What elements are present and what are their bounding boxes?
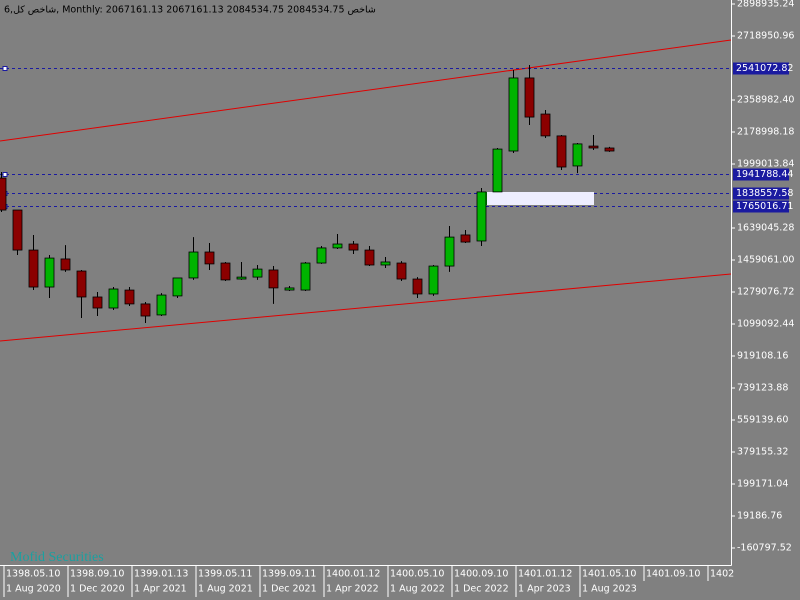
level-label: 1765016.71	[736, 201, 793, 212]
candle-body	[172, 277, 183, 297]
candle-body	[412, 278, 423, 295]
x-tick-label: 1 Apr 2021	[134, 584, 187, 595]
y-tick-label: 2898935.24	[737, 0, 794, 9]
y-tick-label: 1279076.72	[737, 286, 794, 297]
level-label-box	[733, 187, 789, 200]
y-tick-label: 1999013.84	[737, 158, 794, 169]
candle-body	[236, 276, 247, 280]
level-handle	[2, 66, 8, 71]
candle-body	[12, 209, 23, 251]
candle-body	[556, 135, 567, 168]
x-tick-label-secondary: 1398.05.10	[6, 569, 60, 580]
selection-box	[483, 192, 594, 205]
x-tick-label-secondary: 1401.01.12	[518, 569, 572, 580]
x-tick-label: 1 Dec 2020	[70, 584, 125, 595]
x-tick-label: 1 Apr 2023	[518, 584, 571, 595]
x-tick-label-secondary: 1401.05.10	[582, 569, 636, 580]
y-tick-label: 2358982.40	[737, 94, 794, 105]
x-tick-label-secondary: 1401.09.10	[646, 569, 700, 580]
candle-body	[524, 77, 535, 118]
candle-body	[540, 113, 551, 137]
candle-body	[252, 268, 263, 278]
candle-body	[156, 294, 167, 316]
candle-body	[316, 247, 327, 264]
x-tick-label-secondary: 1399.09.11	[262, 569, 316, 580]
level-label: 2541072.82	[736, 63, 793, 74]
x-tick-label: 1 Dec 2021	[262, 584, 317, 595]
x-tick-label-secondary: 1398.09.10	[70, 569, 124, 580]
candle-body	[60, 258, 71, 271]
y-tick-label: 559139.60	[737, 415, 788, 426]
y-tick-label: 2718950.96	[737, 30, 794, 41]
candle-body	[284, 287, 295, 291]
x-tick-label: 1 Apr 2022	[326, 584, 379, 595]
x-tick-label: 1 Aug 2022	[390, 584, 445, 595]
candle-body	[380, 261, 391, 266]
x-tick-label: 1 Aug 2020	[6, 584, 61, 595]
candle-body	[204, 251, 215, 265]
x-tick-label-secondary: 1400.09.10	[454, 569, 508, 580]
candle-body	[140, 303, 151, 317]
candle-body	[428, 265, 439, 295]
candle-body	[348, 243, 359, 251]
y-tick-label: 199171.04	[737, 479, 788, 490]
candle-body	[300, 262, 311, 291]
candle-body	[444, 236, 455, 267]
level-label: 1941788.44	[736, 169, 793, 180]
candle-body	[0, 177, 7, 211]
level-label: 1838557.58	[736, 188, 793, 199]
y-tick-label: 1099092.44	[737, 318, 794, 329]
trend-line-upper	[0, 39, 732, 142]
x-tick-label: 1 Aug 2023	[582, 584, 637, 595]
y-tick-label: 19186.76	[737, 511, 782, 522]
candle-body	[588, 145, 599, 149]
x-tick-label-secondary: 1399.05.11	[198, 569, 252, 580]
y-tick-label: 2178998.18	[737, 126, 794, 137]
y-tick-label: 919108.16	[737, 350, 788, 361]
candle-body	[124, 289, 135, 305]
x-tick-label-secondary: 1400.01.12	[326, 569, 380, 580]
chart-title: شاخص کل,6, Monthly: 2067161.13 2067161.1…	[4, 5, 376, 16]
trend-line-lower	[0, 273, 732, 342]
candle-body	[220, 262, 231, 281]
candle-body	[28, 249, 39, 288]
candle-body	[108, 288, 119, 309]
candle-body	[76, 270, 87, 298]
candle-body	[364, 249, 375, 266]
candle-body	[332, 243, 343, 249]
watermark: Mofid Securities	[10, 550, 104, 565]
level-label-box	[733, 200, 789, 213]
y-tick-label: 1639045.28	[737, 222, 794, 233]
candle-body	[572, 143, 583, 167]
x-tick-label-secondary: 1400.05.10	[390, 569, 444, 580]
x-tick-label: 1 Aug 2021	[198, 584, 253, 595]
candle-body	[508, 77, 519, 152]
level-handle	[2, 172, 8, 177]
x-tick-label: 1 Dec 2022	[454, 584, 509, 595]
candle-body	[268, 269, 279, 289]
y-tick-label: -160797.52	[737, 543, 792, 554]
candle-body	[44, 257, 55, 288]
candle-body	[460, 234, 471, 243]
candle-body	[604, 147, 615, 152]
level-label-box	[733, 62, 789, 75]
x-tick-label-secondary: 1399.01.13	[134, 569, 188, 580]
candle-body	[492, 148, 503, 193]
candle-body	[188, 251, 199, 279]
candle-body	[476, 191, 487, 242]
y-tick-label: 1459061.00	[737, 254, 794, 265]
y-tick-label: 739123.88	[737, 382, 788, 393]
candle-body	[396, 262, 407, 280]
y-tick-label: 379155.32	[737, 447, 788, 458]
x-tick-label-secondary: 1402	[710, 569, 734, 580]
level-label-box	[733, 168, 789, 181]
candle-body	[92, 296, 103, 309]
